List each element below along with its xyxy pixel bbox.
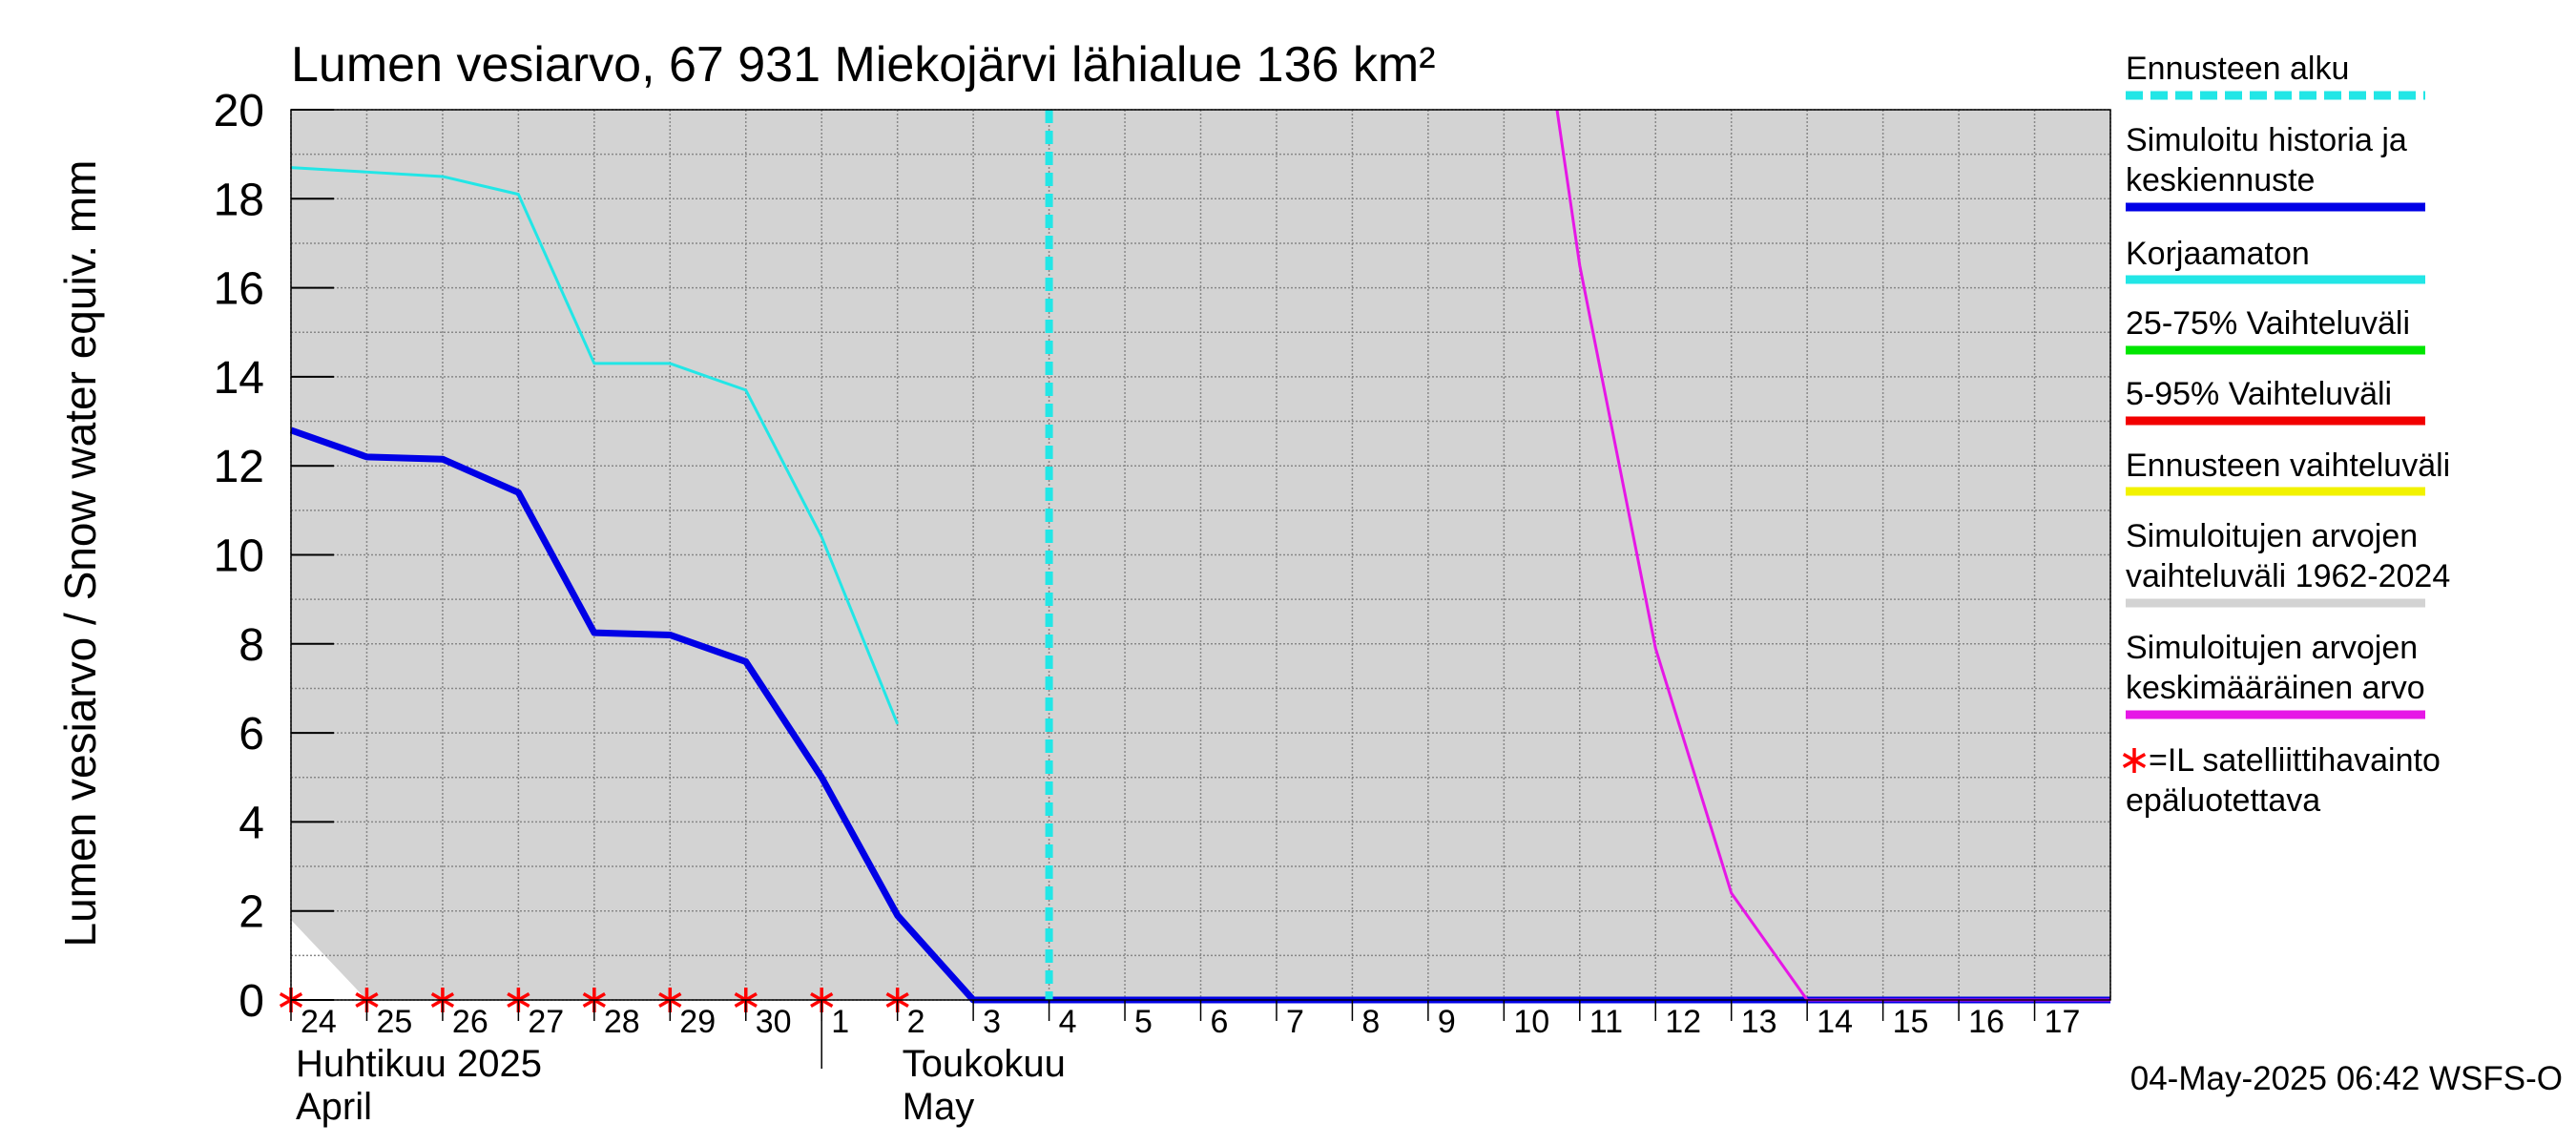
legend-label: 25-75% Vaihteluväli — [2126, 305, 2410, 342]
x-tick-label: 1 — [831, 1004, 849, 1040]
x-tick-label: 5 — [1134, 1004, 1153, 1040]
legend-item: Simuloitu historia ja keskiennuste — [2126, 122, 2425, 212]
x-tick-label: 29 — [679, 1004, 716, 1040]
y-tick-label: 0 — [239, 976, 264, 1027]
legend-label: Simuloitujen arvojen — [2126, 518, 2418, 554]
x-tick-label: 7 — [1286, 1004, 1304, 1040]
x-tick-label: 6 — [1211, 1004, 1229, 1040]
legend-item: Simuloitujen arvojen keskimääräinen arvo — [2126, 630, 2425, 719]
satellite-legend-icon — [2122, 748, 2147, 773]
x-tick-label: 24 — [301, 1004, 337, 1040]
x-tick-label: 4 — [1059, 1004, 1077, 1040]
y-tick-label: 4 — [239, 798, 264, 848]
legend-item: Korjaamaton — [2126, 236, 2425, 284]
month-label-en: April — [296, 1086, 372, 1128]
x-tick-label: 12 — [1665, 1004, 1701, 1040]
x-tick-label: 30 — [756, 1004, 792, 1040]
x-tick-label: 3 — [983, 1004, 1001, 1040]
legend-item: Ennusteen vaihteluväli — [2126, 448, 2450, 496]
y-tick-label: 20 — [214, 86, 264, 136]
x-tick-label: 10 — [1513, 1004, 1549, 1040]
y-axis-label: Lumen vesiarvo / Snow water equiv. mm — [55, 160, 105, 947]
legend-label: keskiennuste — [2126, 162, 2315, 198]
x-tick-label: 17 — [2045, 1004, 2081, 1040]
x-tick-label: 28 — [604, 1004, 640, 1040]
y-tick-label: 2 — [239, 887, 264, 938]
legend-item: 25-75% Vaihteluväli — [2126, 305, 2425, 355]
x-tick-label: 25 — [376, 1004, 412, 1040]
legend-label: Simuloitu historia ja — [2126, 122, 2407, 158]
legend-item: Ennusteen alku — [2126, 51, 2425, 100]
y-tick-label: 14 — [214, 353, 264, 404]
y-tick-label: 16 — [214, 264, 264, 315]
legend-item: 5-95% Vaihteluväli — [2126, 376, 2425, 426]
series-line-2 — [289, 427, 2110, 1004]
legend-item: Simuloitujen arvojen vaihteluväli 1962-20… — [2126, 518, 2450, 608]
x-tick-label: 16 — [1968, 1004, 2005, 1040]
timestamp: 04-May-2025 06:42 WSFS-O — [2130, 1060, 2563, 1097]
x-tick-label: 14 — [1817, 1004, 1853, 1040]
month-label-en: May — [903, 1086, 975, 1128]
legend-label: 5-95% Vaihteluväli — [2126, 376, 2392, 412]
satellite-legend-label-2: epäluotettava — [2126, 782, 2320, 819]
y-tick-label: 18 — [214, 175, 264, 225]
month-label: Toukokuu — [903, 1043, 1066, 1085]
legend-label: vaihteluväli 1962-2024 — [2126, 558, 2450, 594]
legend-label: Simuloitujen arvojen — [2126, 630, 2418, 666]
x-tick-label: 8 — [1361, 1004, 1380, 1040]
x-tick-label: 27 — [528, 1004, 564, 1040]
legend-label: Korjaamaton — [2126, 236, 2310, 272]
series-line-1 — [290, 166, 900, 725]
x-tick-label: 15 — [1893, 1004, 1929, 1040]
month-label: Huhtikuu 2025 — [296, 1043, 542, 1085]
chart-title: Lumen vesiarvo, 67 931 Miekojärvi lähial… — [291, 37, 1436, 93]
x-tick-label: 13 — [1741, 1004, 1777, 1040]
x-tick-label: 26 — [452, 1004, 488, 1040]
legend: Ennusteen alku Simuloitu historia ja keski… — [2122, 51, 2450, 819]
y-tick-label: 10 — [214, 531, 264, 582]
legend-label: keskimääräinen arvo — [2126, 670, 2425, 706]
y-tick-label: 12 — [214, 442, 264, 492]
y-tick-label: 8 — [239, 620, 264, 671]
satellite-legend-label: =IL satelliittihavainto — [2149, 742, 2441, 779]
x-tick-label: 9 — [1438, 1004, 1456, 1040]
y-tick-label: 6 — [239, 709, 264, 760]
x-tick-label: 2 — [907, 1004, 925, 1040]
legend-label: Ennusteen vaihteluväli — [2126, 448, 2450, 484]
x-tick-label: 11 — [1589, 1004, 1623, 1040]
legend-label: Ennusteen alku — [2126, 51, 2349, 87]
